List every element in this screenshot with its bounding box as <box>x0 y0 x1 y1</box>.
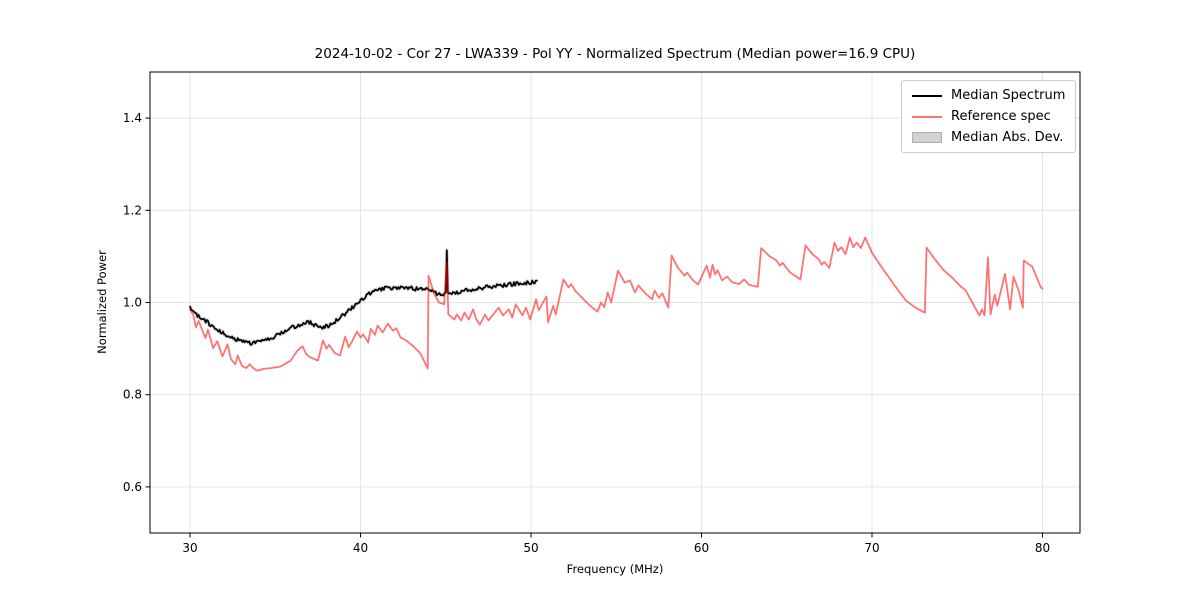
legend-item-median-abs-dev: Median Abs. Dev. <box>912 130 1065 145</box>
x-tick-label: 50 <box>523 541 538 555</box>
y-tick-label: 1.4 <box>123 111 142 125</box>
legend-label: Median Spectrum <box>951 88 1066 103</box>
legend-label: Median Abs. Dev. <box>951 130 1064 145</box>
x-tick-label: 40 <box>353 541 368 555</box>
median-spectrum-line-swatch <box>912 94 942 97</box>
y-tick-label: 0.6 <box>123 480 142 494</box>
x-tick-label: 30 <box>182 541 197 555</box>
chart-title: 2024-10-02 - Cor 27 - LWA339 - Pol YY - … <box>314 46 916 62</box>
reference-spec-line <box>189 236 1044 372</box>
reference-spec-line-swatch <box>912 115 942 118</box>
legend-item-reference-spec: Reference spec <box>912 109 1065 124</box>
legend: Median Spectrum Reference spec Median Ab… <box>901 80 1077 153</box>
legend-label: Reference spec <box>951 109 1051 124</box>
y-axis-label: Normalized Power <box>95 250 109 354</box>
median-abs-dev-patch-swatch <box>912 132 942 143</box>
x-tick-label: 80 <box>1035 541 1050 555</box>
y-tick-label: 1.2 <box>123 203 142 217</box>
x-axis-label: Frequency (MHz) <box>566 562 664 576</box>
median-spectrum-line <box>189 249 538 346</box>
x-tick-label: 60 <box>694 541 709 555</box>
x-tick-label: 70 <box>864 541 879 555</box>
y-tick-label: 1.0 <box>123 296 142 310</box>
legend-item-median-spectrum: Median Spectrum <box>912 88 1065 103</box>
y-tick-label: 0.8 <box>123 388 142 402</box>
median-abs-dev-band <box>188 248 538 347</box>
